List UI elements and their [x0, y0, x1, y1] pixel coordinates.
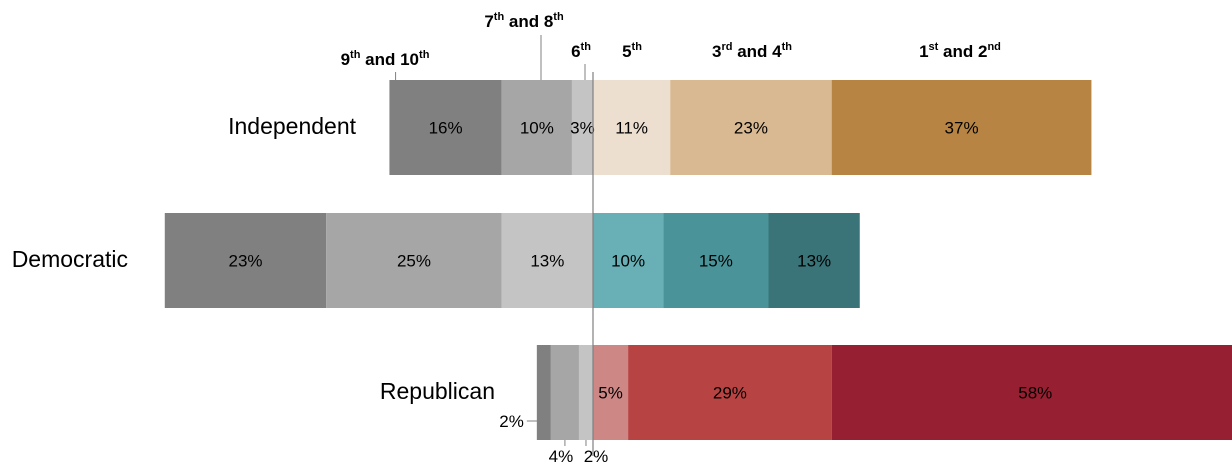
bar-segment-democratic-5	[768, 213, 860, 308]
bar-segment-republican-0	[536, 345, 551, 440]
data-label-democratic-0: 23%	[228, 252, 262, 271]
data-label-independent-2: 3%	[570, 119, 595, 138]
row-label-democratic: Democratic	[12, 246, 128, 272]
category-label-4: 3rd and 4th	[712, 41, 792, 61]
bar-segment-independent-5	[831, 80, 1092, 175]
bar-segment-democratic-1	[326, 213, 502, 308]
category-label-3: 5th	[622, 41, 642, 61]
row-label-independent: Independent	[228, 113, 357, 139]
data-label-independent-4: 23%	[734, 119, 768, 138]
bar-segment-democratic-0	[164, 213, 327, 308]
data-label-republican-0: 2%	[499, 412, 524, 431]
bar-segment-independent-0	[389, 80, 502, 175]
category-label-1: 7th and 8th	[484, 11, 564, 31]
bar-segment-democratic-3	[593, 213, 664, 308]
data-label-republican-2: 2%	[584, 447, 609, 466]
bar-segment-democratic-2	[501, 213, 593, 308]
leader-line-republican-0	[526, 420, 545, 438]
bar-segment-republican-5	[831, 345, 1232, 440]
data-label-republican-1: 4%	[549, 447, 574, 466]
bar-segment-independent-1	[501, 80, 572, 175]
data-label-independent-1: 10%	[520, 119, 554, 138]
data-label-democratic-3: 10%	[611, 252, 645, 271]
data-label-independent-0: 16%	[429, 119, 463, 138]
data-label-republican-4: 29%	[713, 384, 747, 403]
data-label-independent-3: 11%	[615, 119, 648, 138]
category-label-0: 9th and 10th	[341, 49, 430, 69]
bar-segment-democratic-4	[663, 213, 769, 308]
category-label-5: 1st and 2nd	[919, 41, 1001, 61]
data-label-republican-3: 5%	[598, 384, 623, 403]
bar-segment-independent-3	[593, 80, 671, 175]
bar-segment-republican-2	[578, 345, 593, 440]
bar-segment-republican-4	[628, 345, 832, 440]
data-label-democratic-5: 13%	[797, 252, 831, 271]
data-label-democratic-4: 15%	[699, 252, 733, 271]
category-label-2: 6th	[571, 41, 591, 61]
data-label-democratic-1: 25%	[397, 252, 431, 271]
bar-segment-independent-2	[571, 80, 593, 175]
data-label-independent-5: 37%	[945, 119, 979, 138]
bar-segment-independent-4	[670, 80, 832, 175]
row-label-republican: Republican	[380, 378, 495, 404]
bar-segment-republican-3	[593, 345, 629, 440]
data-label-democratic-2: 13%	[530, 252, 564, 271]
bar-segment-republican-1	[550, 345, 579, 440]
data-label-republican-5: 58%	[1018, 384, 1052, 403]
